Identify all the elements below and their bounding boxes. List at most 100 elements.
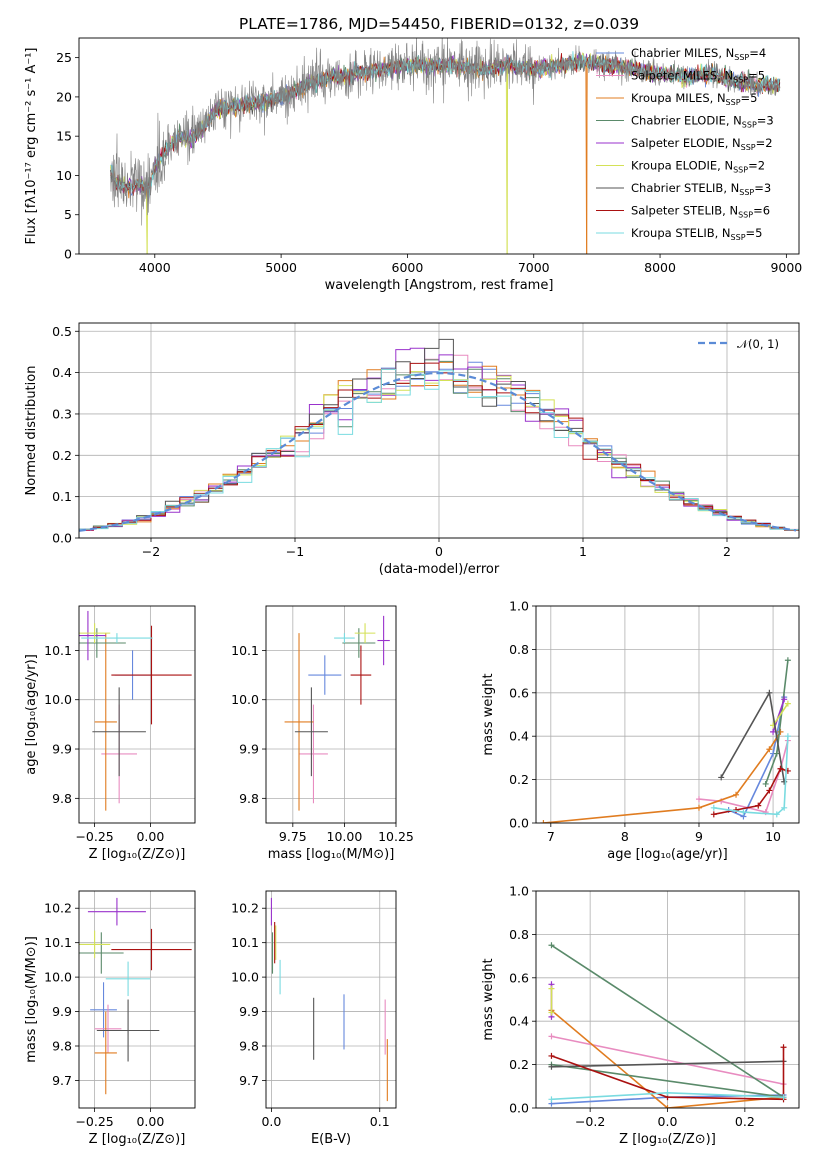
y-tick-label: 9.7: [239, 1073, 259, 1088]
legend-entry: 𝒩(0, 1): [737, 337, 779, 351]
x-axis-label: Z [log₁₀(Z/Z⊙)]: [89, 1132, 186, 1147]
x-tick-label: 8000: [644, 260, 676, 275]
y-tick-label: 0.4: [509, 1014, 529, 1029]
errorbar-point: [111, 928, 192, 971]
x-axis-label: E(B-V): [311, 1132, 351, 1147]
y-axis-label: Normed distribution: [24, 366, 39, 496]
legend-entry: Chabrier MILES, NSSP=4: [631, 46, 766, 62]
errorbar-point: [105, 961, 151, 997]
y-tick-label: 9.9: [239, 742, 259, 757]
x-tick-label: 0.00: [136, 829, 164, 844]
residuals-panel: −2 −1 0 1 2 0.0 0.1 0.2 0.3 0.4 0.5 (data-model)/er…: [24, 322, 800, 577]
weight-line: [772, 703, 789, 726]
weight-line: [551, 1060, 784, 1068]
x-tick-label: −0.25: [75, 1114, 113, 1129]
y-tick-label: 0: [64, 247, 72, 262]
mass-vs-ebv-panel: 0.0 0.1 9.7 9.8 9.9 10.0 10.1 10.2 E(B-V): [231, 890, 397, 1147]
x-tick-label: 10.25: [378, 829, 414, 844]
weight-marker: [718, 774, 725, 781]
errorbar-point: [79, 610, 106, 661]
errorbar-point: [87, 897, 146, 926]
observed-spectrum: [110, 38, 781, 226]
x-tick-label: 0.2: [735, 1114, 755, 1129]
weight-marker: [548, 1009, 555, 1016]
weight-marker: [733, 791, 740, 798]
x-tick-label: 5000: [265, 260, 297, 275]
y-tick-label: 0.6: [509, 685, 529, 700]
y-tick-label: 0.8: [509, 642, 529, 657]
errorbar-point: [94, 1011, 117, 1095]
x-tick-label: 8: [621, 829, 629, 844]
x-tick-label: 7: [547, 829, 555, 844]
y-axis-label: mass [log₁₀(M/M⊙)]: [24, 936, 39, 1063]
y-axis-label: mass weight: [481, 958, 496, 1040]
y-axis-label: mass weight: [481, 673, 496, 755]
errorbar-point: [94, 1004, 122, 1053]
x-axis-label: age [log₁₀(age/yr)]: [607, 847, 728, 862]
weight-marker: [548, 1052, 555, 1059]
x-tick-label: 9000: [770, 260, 802, 275]
residual-histogram: [79, 368, 799, 538]
y-tick-label: 0.2: [509, 772, 529, 787]
plot-frame: [78, 605, 196, 824]
mass-vs-Z-panel: −0.25 0.00 9.7 9.8 9.9 10.0 10.1 10.2 Z [log₁₀(Z…: [24, 890, 196, 1147]
y-tick-label: 20: [56, 89, 72, 104]
errorbar-point: [96, 999, 160, 1062]
x-tick-label: 2: [723, 544, 731, 559]
age-vs-mass-panel: 9.75 10.00 10.25 9.8 9.9 10.0 10.1 mass [log₁₀(…: [231, 605, 414, 862]
plot-frame: [535, 605, 800, 824]
y-tick-label: 0.2: [52, 448, 72, 463]
errorbar-point: [334, 633, 355, 643]
y-tick-label: 15: [56, 129, 72, 144]
weight-marker: [784, 733, 791, 740]
age-vs-Z-panel: −0.25 0.00 9.8 9.9 10.0 10.1 Z [log₁₀(Z/Z⊙)] ag…: [24, 605, 196, 862]
errorbar-point: [284, 633, 314, 811]
weight-marker: [664, 1089, 671, 1096]
y-tick-label: 10.2: [231, 901, 259, 916]
y-tick-label: 10.0: [44, 970, 72, 985]
weight-marker: [777, 765, 784, 772]
y-tick-label: 25: [56, 50, 72, 65]
legend-entry: Kroupa STELIB, NSSP=5: [631, 226, 762, 242]
weight-marker: [781, 804, 788, 811]
plot-frame: [535, 890, 800, 1109]
weight-marker: [548, 1033, 555, 1040]
y-tick-label: 0.0: [509, 1101, 529, 1116]
x-tick-label: 0: [435, 544, 443, 559]
plot-frame: [78, 37, 800, 255]
weight-line: [728, 696, 785, 818]
plot-frame: [265, 605, 397, 824]
errorbar-point: [94, 633, 117, 811]
y-tick-label: 9.7: [52, 1073, 72, 1088]
errorbar-point: [350, 645, 372, 705]
weight-marker: [548, 1096, 555, 1103]
x-tick-label: 10.00: [327, 829, 363, 844]
y-tick-label: 0.5: [52, 324, 72, 339]
weight-marker: [740, 809, 747, 816]
y-tick-label: 0.4: [509, 729, 529, 744]
errorbar-point: [308, 655, 342, 695]
y-tick-label: 10.2: [44, 901, 72, 916]
legend-entry: Salpeter MILES, NSSP=5: [631, 69, 765, 85]
weight-marker: [695, 804, 702, 811]
y-tick-label: 10.1: [231, 643, 259, 658]
plot-frame: [78, 322, 800, 539]
legend-entry: Kroupa ELODIE, NSSP=2: [631, 159, 765, 175]
weight-line: [550, 1009, 784, 1108]
y-tick-label: 1.0: [509, 599, 529, 614]
legend: 𝒩(0, 1): [698, 337, 779, 351]
x-axis-label: mass [log₁₀(M/M⊙)]: [268, 847, 395, 862]
y-tick-label: 10: [56, 168, 72, 183]
y-tick-label: 9.9: [239, 1004, 259, 1019]
errorbar-point: [354, 623, 376, 643]
legend-entry: Chabrier STELIB, NSSP=3: [631, 181, 771, 197]
plot-frame: [265, 890, 397, 1109]
weight-vs-age-panel: 7 8 9 10 0.0 0.2 0.4 0.6 0.8 1.0 age [log₁₀(age/yr…: [481, 599, 800, 862]
weight-marker: [784, 700, 791, 707]
legend: Chabrier MILES, NSSP=4 Salpeter MILES, NS…: [596, 46, 774, 242]
weight-marker: [762, 780, 769, 787]
y-tick-label: 9.8: [52, 1039, 72, 1054]
y-tick-label: 0.1: [52, 489, 72, 504]
legend-entry: Salpeter STELIB, NSSP=6: [631, 204, 770, 220]
y-tick-label: 10.0: [231, 970, 259, 985]
